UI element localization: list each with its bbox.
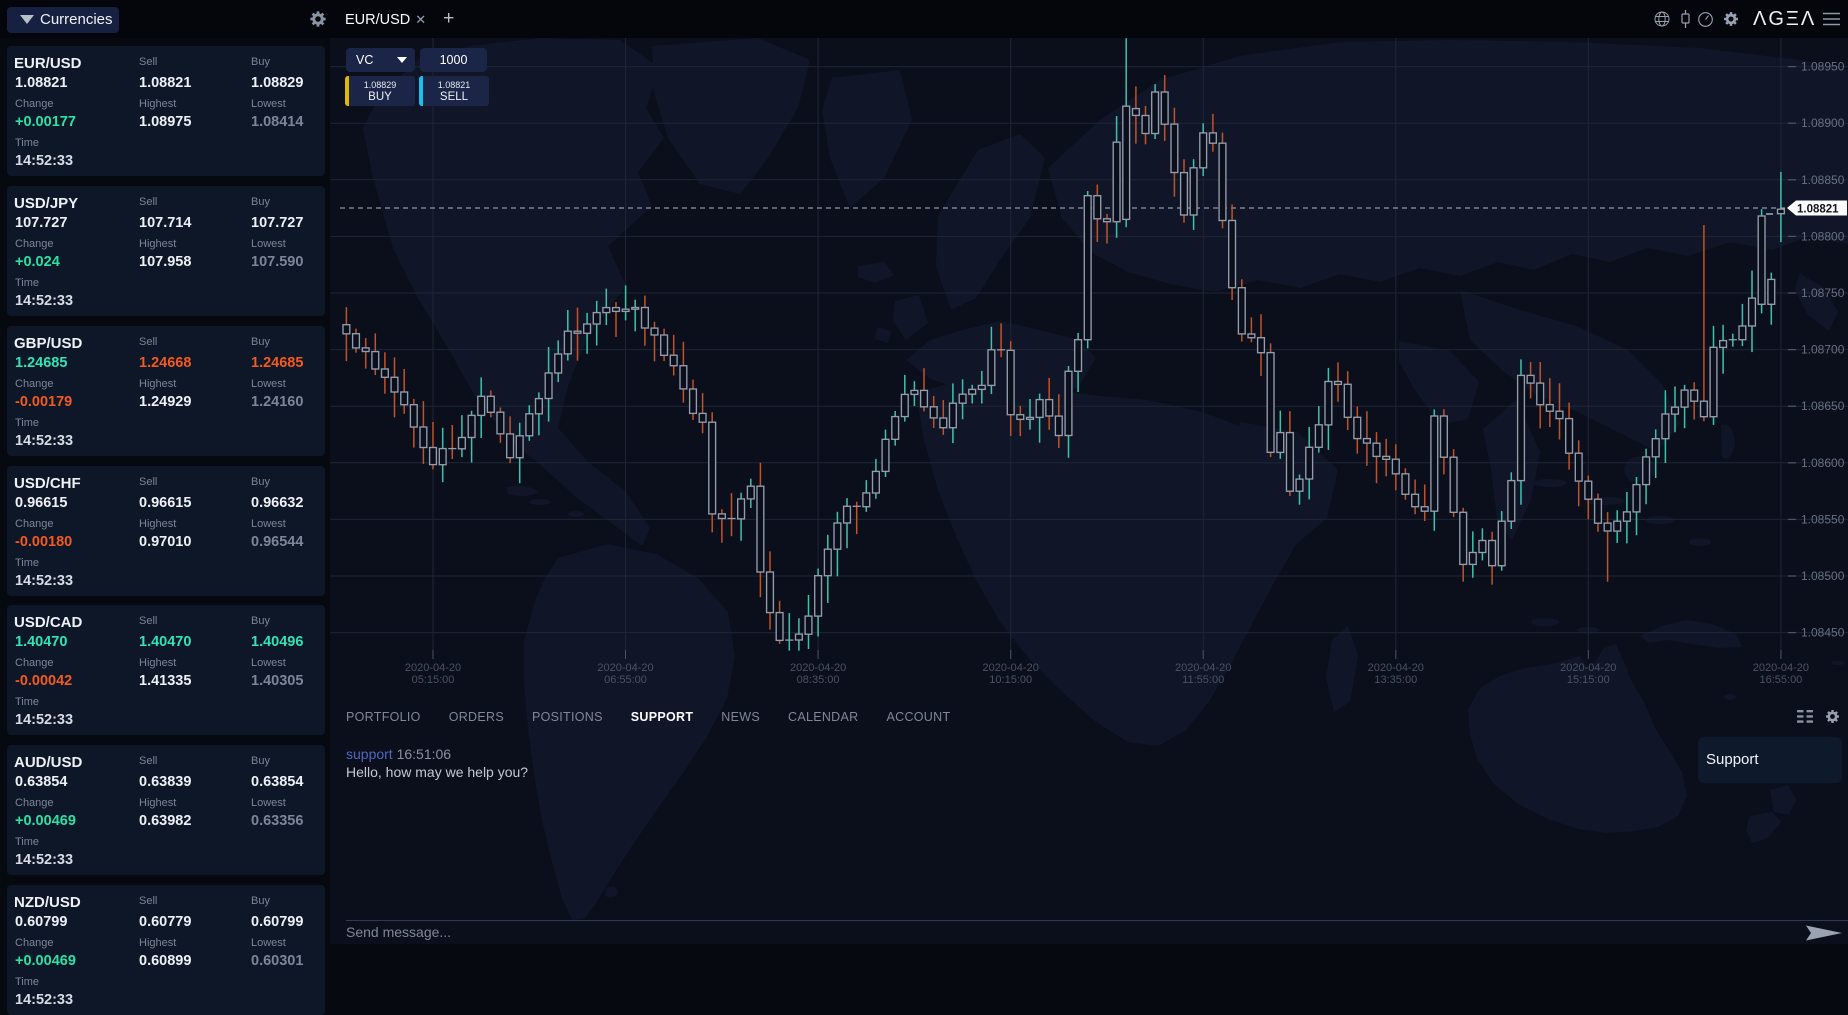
svg-text:13:35:00: 13:35:00 (1374, 674, 1417, 686)
svg-text:10:15:00: 10:15:00 (989, 674, 1032, 686)
svg-text:1.08650: 1.08650 (1801, 399, 1845, 413)
svg-text:2020-04-20: 2020-04-20 (983, 662, 1039, 674)
svg-text:2020-04-20: 2020-04-20 (790, 662, 846, 674)
svg-text:16:55:00: 16:55:00 (1759, 674, 1802, 686)
svg-text:1.08450: 1.08450 (1801, 626, 1845, 640)
svg-text:1.08821: 1.08821 (1797, 204, 1839, 216)
svg-text:11:55:00: 11:55:00 (1182, 674, 1224, 686)
svg-text:15:15:00: 15:15:00 (1567, 674, 1610, 686)
svg-text:1.08550: 1.08550 (1801, 512, 1845, 526)
svg-text:2020-04-20: 2020-04-20 (405, 662, 461, 674)
svg-text:06:55:00: 06:55:00 (604, 674, 647, 686)
svg-text:2020-04-20: 2020-04-20 (1175, 662, 1231, 674)
svg-text:1.08750: 1.08750 (1801, 286, 1845, 300)
svg-text:2020-04-20: 2020-04-20 (1560, 662, 1616, 674)
svg-text:1.08800: 1.08800 (1801, 229, 1845, 243)
svg-text:1.08950: 1.08950 (1801, 60, 1845, 74)
svg-text:1.08850: 1.08850 (1801, 173, 1845, 187)
svg-text:1.08600: 1.08600 (1801, 456, 1845, 470)
svg-text:1.08700: 1.08700 (1801, 343, 1845, 357)
svg-text:08:35:00: 08:35:00 (797, 674, 840, 686)
svg-text:2020-04-20: 2020-04-20 (1368, 662, 1424, 674)
svg-text:05:15:00: 05:15:00 (412, 674, 455, 686)
svg-text:2020-04-20: 2020-04-20 (1753, 662, 1809, 674)
svg-text:2020-04-20: 2020-04-20 (597, 662, 653, 674)
svg-text:1.08500: 1.08500 (1801, 569, 1845, 583)
svg-text:1.08900: 1.08900 (1801, 116, 1845, 130)
